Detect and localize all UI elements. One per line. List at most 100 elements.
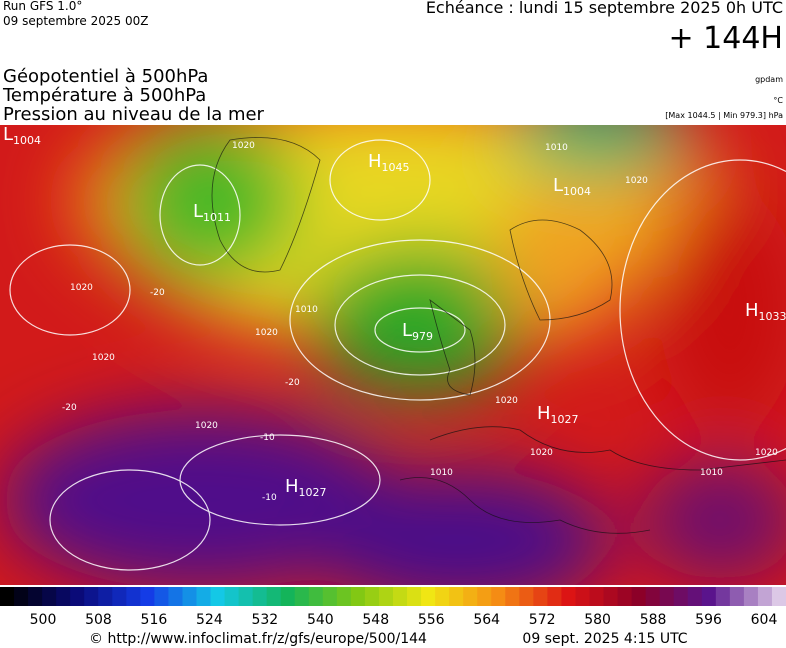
scale-swatch (617, 587, 633, 606)
scale-swatch (364, 587, 380, 606)
contour-label: 1020 (195, 421, 218, 431)
contour-label: 1020 (70, 283, 93, 293)
scale-swatch (182, 587, 197, 606)
scale-swatch (322, 587, 338, 606)
contour-label: 1020 (625, 176, 648, 186)
scale-swatch (393, 587, 408, 606)
timestamp: 09 sept. 2025 4:15 UTC (522, 631, 687, 647)
field-label: Pression au niveau de la mer (3, 104, 265, 125)
run-label: Run GFS 1.0° (3, 0, 82, 13)
run-date: 09 septembre 2025 00Z (3, 14, 148, 28)
scale-swatch (603, 587, 619, 606)
scale-swatch (449, 587, 464, 606)
scale-swatch (491, 587, 506, 606)
echeance: Echéance : lundi 15 septembre 2025 0h UT… (426, 0, 783, 17)
scale-swatch (112, 587, 127, 606)
scale-swatch (70, 587, 85, 606)
scale-swatch (701, 587, 717, 606)
scale-swatch (280, 587, 296, 606)
field-label: Température à 500hPa (2, 85, 206, 106)
center-value: 1033 (759, 310, 786, 323)
contour-label: 1020 (92, 353, 115, 363)
scale-swatch (0, 587, 15, 606)
scale-swatch (631, 587, 647, 606)
scale-swatch (757, 587, 773, 606)
color-scale: 500 508 516 524 532 540 548 556 564 572 580 588 596 6… (0, 587, 786, 628)
scale-swatch (168, 587, 183, 606)
unit-label: [Max 1044.5 | Min 979.3] hPa (665, 111, 783, 120)
map-labels: L1004L1011H1045L1004L979H1033H1027H10271… (3, 124, 786, 503)
scale-swatch (154, 587, 169, 606)
scale-label: 604 (751, 612, 778, 628)
unit-label: °C (773, 96, 783, 105)
scale-swatch (519, 587, 534, 606)
pressure-center: L1004 (553, 175, 591, 198)
scale-swatch (98, 587, 113, 606)
center-letter: L (402, 320, 412, 341)
pressure-center: H1033 (745, 300, 786, 323)
contour-label: -20 (150, 288, 165, 298)
pressure-center: H1027 (285, 476, 327, 499)
pressure-center: L1011 (193, 201, 231, 224)
scale-label: 556 (418, 612, 445, 628)
scale-swatch (505, 587, 520, 606)
contour-label: 1010 (545, 143, 568, 153)
scale-swatch (252, 587, 268, 606)
center-value: 979 (412, 330, 433, 343)
scale-swatch (140, 587, 155, 606)
scale-label: 500 (30, 612, 57, 628)
scale-label: 508 (85, 612, 112, 628)
scale-label: 540 (307, 612, 334, 628)
scale-swatch (28, 587, 43, 606)
center-letter: H (537, 403, 551, 424)
scale-swatch (589, 587, 605, 606)
scale-label: 580 (584, 612, 611, 628)
scale-label: 548 (362, 612, 389, 628)
contour-label: 1010 (295, 305, 318, 315)
scale-label: 596 (695, 612, 722, 628)
contour-label: 1020 (495, 396, 518, 406)
scale-swatch (378, 587, 394, 606)
center-value: 1045 (382, 161, 410, 174)
pressure-center: H1045 (368, 151, 410, 174)
scale-swatch (196, 587, 212, 606)
scale-label: 588 (640, 612, 667, 628)
scale-label: 524 (196, 612, 223, 628)
scale-swatch (294, 587, 310, 606)
scale-swatch (673, 587, 689, 606)
center-value: 1027 (299, 486, 327, 499)
contour-label: -10 (260, 433, 275, 443)
scale-swatch (659, 587, 675, 606)
scale-swatch (575, 587, 590, 606)
isobars (9, 139, 786, 571)
scale-swatch (238, 587, 254, 606)
scale-swatch (477, 587, 492, 606)
contour-label: 1020 (755, 448, 778, 458)
contour-label: -20 (285, 378, 300, 388)
scale-swatch (407, 587, 422, 606)
scale-swatch (42, 587, 57, 606)
scale-swatch (715, 587, 731, 606)
scale-label: 572 (529, 612, 556, 628)
center-value: 1011 (203, 211, 231, 224)
center-letter: L (553, 175, 563, 196)
contour-label: -20 (62, 403, 77, 413)
center-value: 1004 (563, 185, 591, 198)
scale-swatch (771, 587, 786, 606)
scale-swatch (308, 587, 324, 606)
scale-swatch (266, 587, 282, 606)
pressure-center: L979 (402, 320, 433, 343)
scale-swatch (14, 587, 29, 606)
center-letter: L (193, 201, 203, 222)
scale-swatch (84, 587, 99, 606)
lead-time: + 144H (669, 21, 784, 56)
scale-swatch (336, 587, 352, 606)
scale-swatch (533, 587, 548, 606)
scale-swatch (729, 587, 745, 606)
unit-label: gpdam (755, 75, 783, 84)
scale-swatch (561, 587, 576, 606)
scale-swatch (687, 587, 703, 606)
scale-swatch (210, 587, 226, 606)
